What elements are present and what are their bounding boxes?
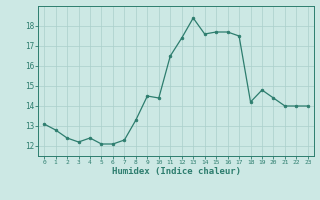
X-axis label: Humidex (Indice chaleur): Humidex (Indice chaleur) [111,167,241,176]
